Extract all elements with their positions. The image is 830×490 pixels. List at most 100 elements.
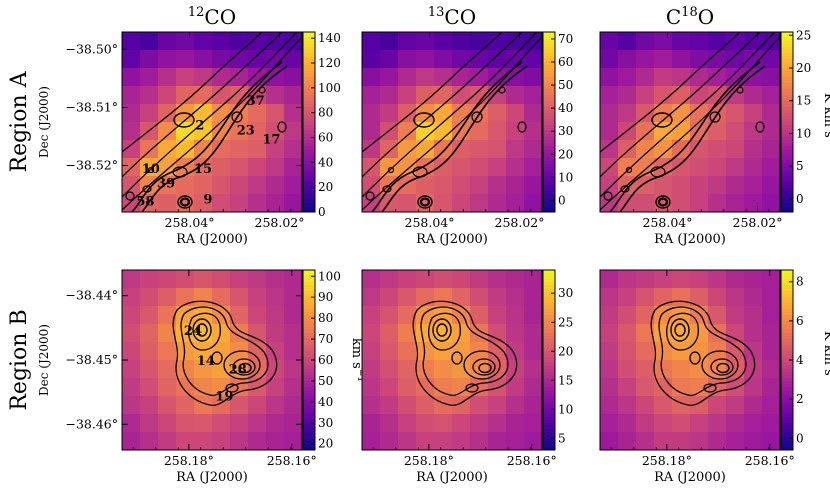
heatmap-cell	[158, 86, 177, 105]
colorbar-segment	[543, 152, 555, 156]
heatmap-cell	[452, 50, 471, 69]
heatmap-cell	[362, 104, 381, 123]
colorbar-segment	[543, 390, 555, 394]
heatmap-cell	[212, 86, 231, 105]
heatmap-cell	[266, 360, 285, 379]
heatmap-cell	[122, 68, 141, 87]
heatmap-cell	[140, 158, 159, 177]
colorbar-segment	[303, 339, 315, 343]
heatmap-cell	[398, 140, 417, 159]
colorbar-segment	[781, 357, 793, 361]
heatmap-cell	[122, 378, 141, 397]
colorbar-segment	[543, 441, 555, 445]
heatmap-cell	[434, 176, 453, 195]
colorbar-segment	[781, 408, 793, 412]
heatmap-cell	[140, 140, 159, 159]
colorbar-segment	[543, 372, 555, 376]
unit-text: km s	[349, 338, 364, 369]
contour-line	[709, 111, 721, 123]
colorbar-segment	[781, 71, 793, 75]
title-symbol: CO	[204, 5, 236, 29]
heatmap-cell	[158, 414, 177, 433]
heatmap-cell	[488, 396, 507, 415]
colorbar-segment	[303, 56, 315, 60]
heatmap-cell	[248, 270, 267, 289]
heatmap-cell	[176, 270, 195, 289]
colorbar-segment	[543, 366, 555, 370]
colorbar-tick-label: 30	[558, 286, 573, 300]
heatmap-cell	[524, 104, 542, 123]
colorbar-segment	[781, 95, 793, 99]
colorbar-tick-label: 8	[796, 275, 804, 289]
heatmap-cell	[654, 360, 673, 379]
heatmap-cell	[248, 432, 267, 450]
colorbar-segment	[303, 125, 315, 129]
heatmap-cell	[380, 432, 399, 450]
colorbar-frame	[542, 269, 556, 451]
title-symbol: C	[666, 5, 681, 29]
heatmap-cell	[140, 342, 159, 361]
heatmap-cell	[726, 270, 745, 289]
colorbar-segment	[303, 131, 315, 135]
heatmap-cell	[176, 50, 195, 69]
contour-line	[131, 61, 283, 212]
contour-line	[670, 318, 690, 342]
heatmap-cell	[600, 432, 619, 450]
colorbar-tick-label: 0	[318, 205, 326, 219]
heatmap-cell	[284, 288, 302, 307]
colorbar-segment	[543, 125, 555, 129]
unit-text: K km s	[821, 93, 830, 138]
colorbar-segment	[303, 411, 315, 415]
colorbar: 20 30 40 50 60 70 80 90 100 km s−1	[302, 269, 365, 451]
x-tick-label: 258.18°	[404, 453, 454, 468]
heatmap-cell	[618, 432, 637, 450]
heatmap-cell	[762, 360, 780, 379]
heatmap-cell	[266, 414, 285, 433]
contour-line	[188, 312, 221, 351]
colorbar-segment	[781, 155, 793, 159]
heatmap-cell	[744, 306, 763, 325]
heatmap-cell	[762, 32, 780, 51]
panel-A-12CO: 258.04° 258.02° RA (J2000) −38.50° −38.51° −3…	[37, 31, 341, 247]
heatmap-cell	[488, 194, 507, 212]
heatmap-cell	[470, 176, 489, 195]
heatmap-cell	[194, 194, 213, 212]
heatmap-cell	[230, 288, 249, 307]
heatmap-cell	[636, 432, 655, 450]
heatmap-cell	[762, 158, 780, 177]
heatmap-cell	[672, 50, 691, 69]
colorbar-segment	[303, 98, 315, 102]
colorbar-segment	[781, 146, 793, 150]
x-tick-label: 258.16°	[267, 453, 317, 468]
heatmap-cell	[708, 122, 727, 141]
heatmap-cell	[654, 306, 673, 325]
heatmap-cell	[140, 396, 159, 415]
colorbar-segment	[781, 288, 793, 292]
colorbar-segment	[303, 447, 315, 451]
heatmap-cell	[762, 86, 780, 105]
colorbar-segment	[781, 197, 793, 201]
heatmap-cell	[230, 32, 249, 51]
colorbar-segment	[543, 336, 555, 340]
heatmap-cell	[672, 432, 691, 450]
heatmap-cell	[362, 432, 381, 450]
colorbar-segment	[303, 438, 315, 442]
colorbar-segment	[303, 92, 315, 96]
title-superscript: 13	[428, 5, 445, 20]
y-tick-label: −38.44°	[65, 288, 118, 303]
colorbar-segment	[543, 381, 555, 385]
colorbar-tick-label: 80	[318, 106, 333, 120]
heatmap-cell	[248, 342, 267, 361]
heatmap-cell	[140, 104, 159, 123]
heatmap-cell	[284, 306, 302, 325]
colorbar-segment	[781, 182, 793, 186]
x-axis-label: RA (J2000)	[416, 232, 488, 247]
panel-B-C18O: 258.18° 258.16° RA (J2000) 0 2 4 6 8 K km s−1	[599, 269, 830, 485]
contour-line	[196, 323, 208, 337]
heatmap-cell	[380, 360, 399, 379]
heatmap-cell	[506, 194, 525, 212]
colorbar-segment	[543, 405, 555, 409]
heatmap-cell	[488, 104, 507, 123]
y-tick-label: −38.45°	[65, 352, 118, 367]
colorbar-segment	[543, 285, 555, 289]
